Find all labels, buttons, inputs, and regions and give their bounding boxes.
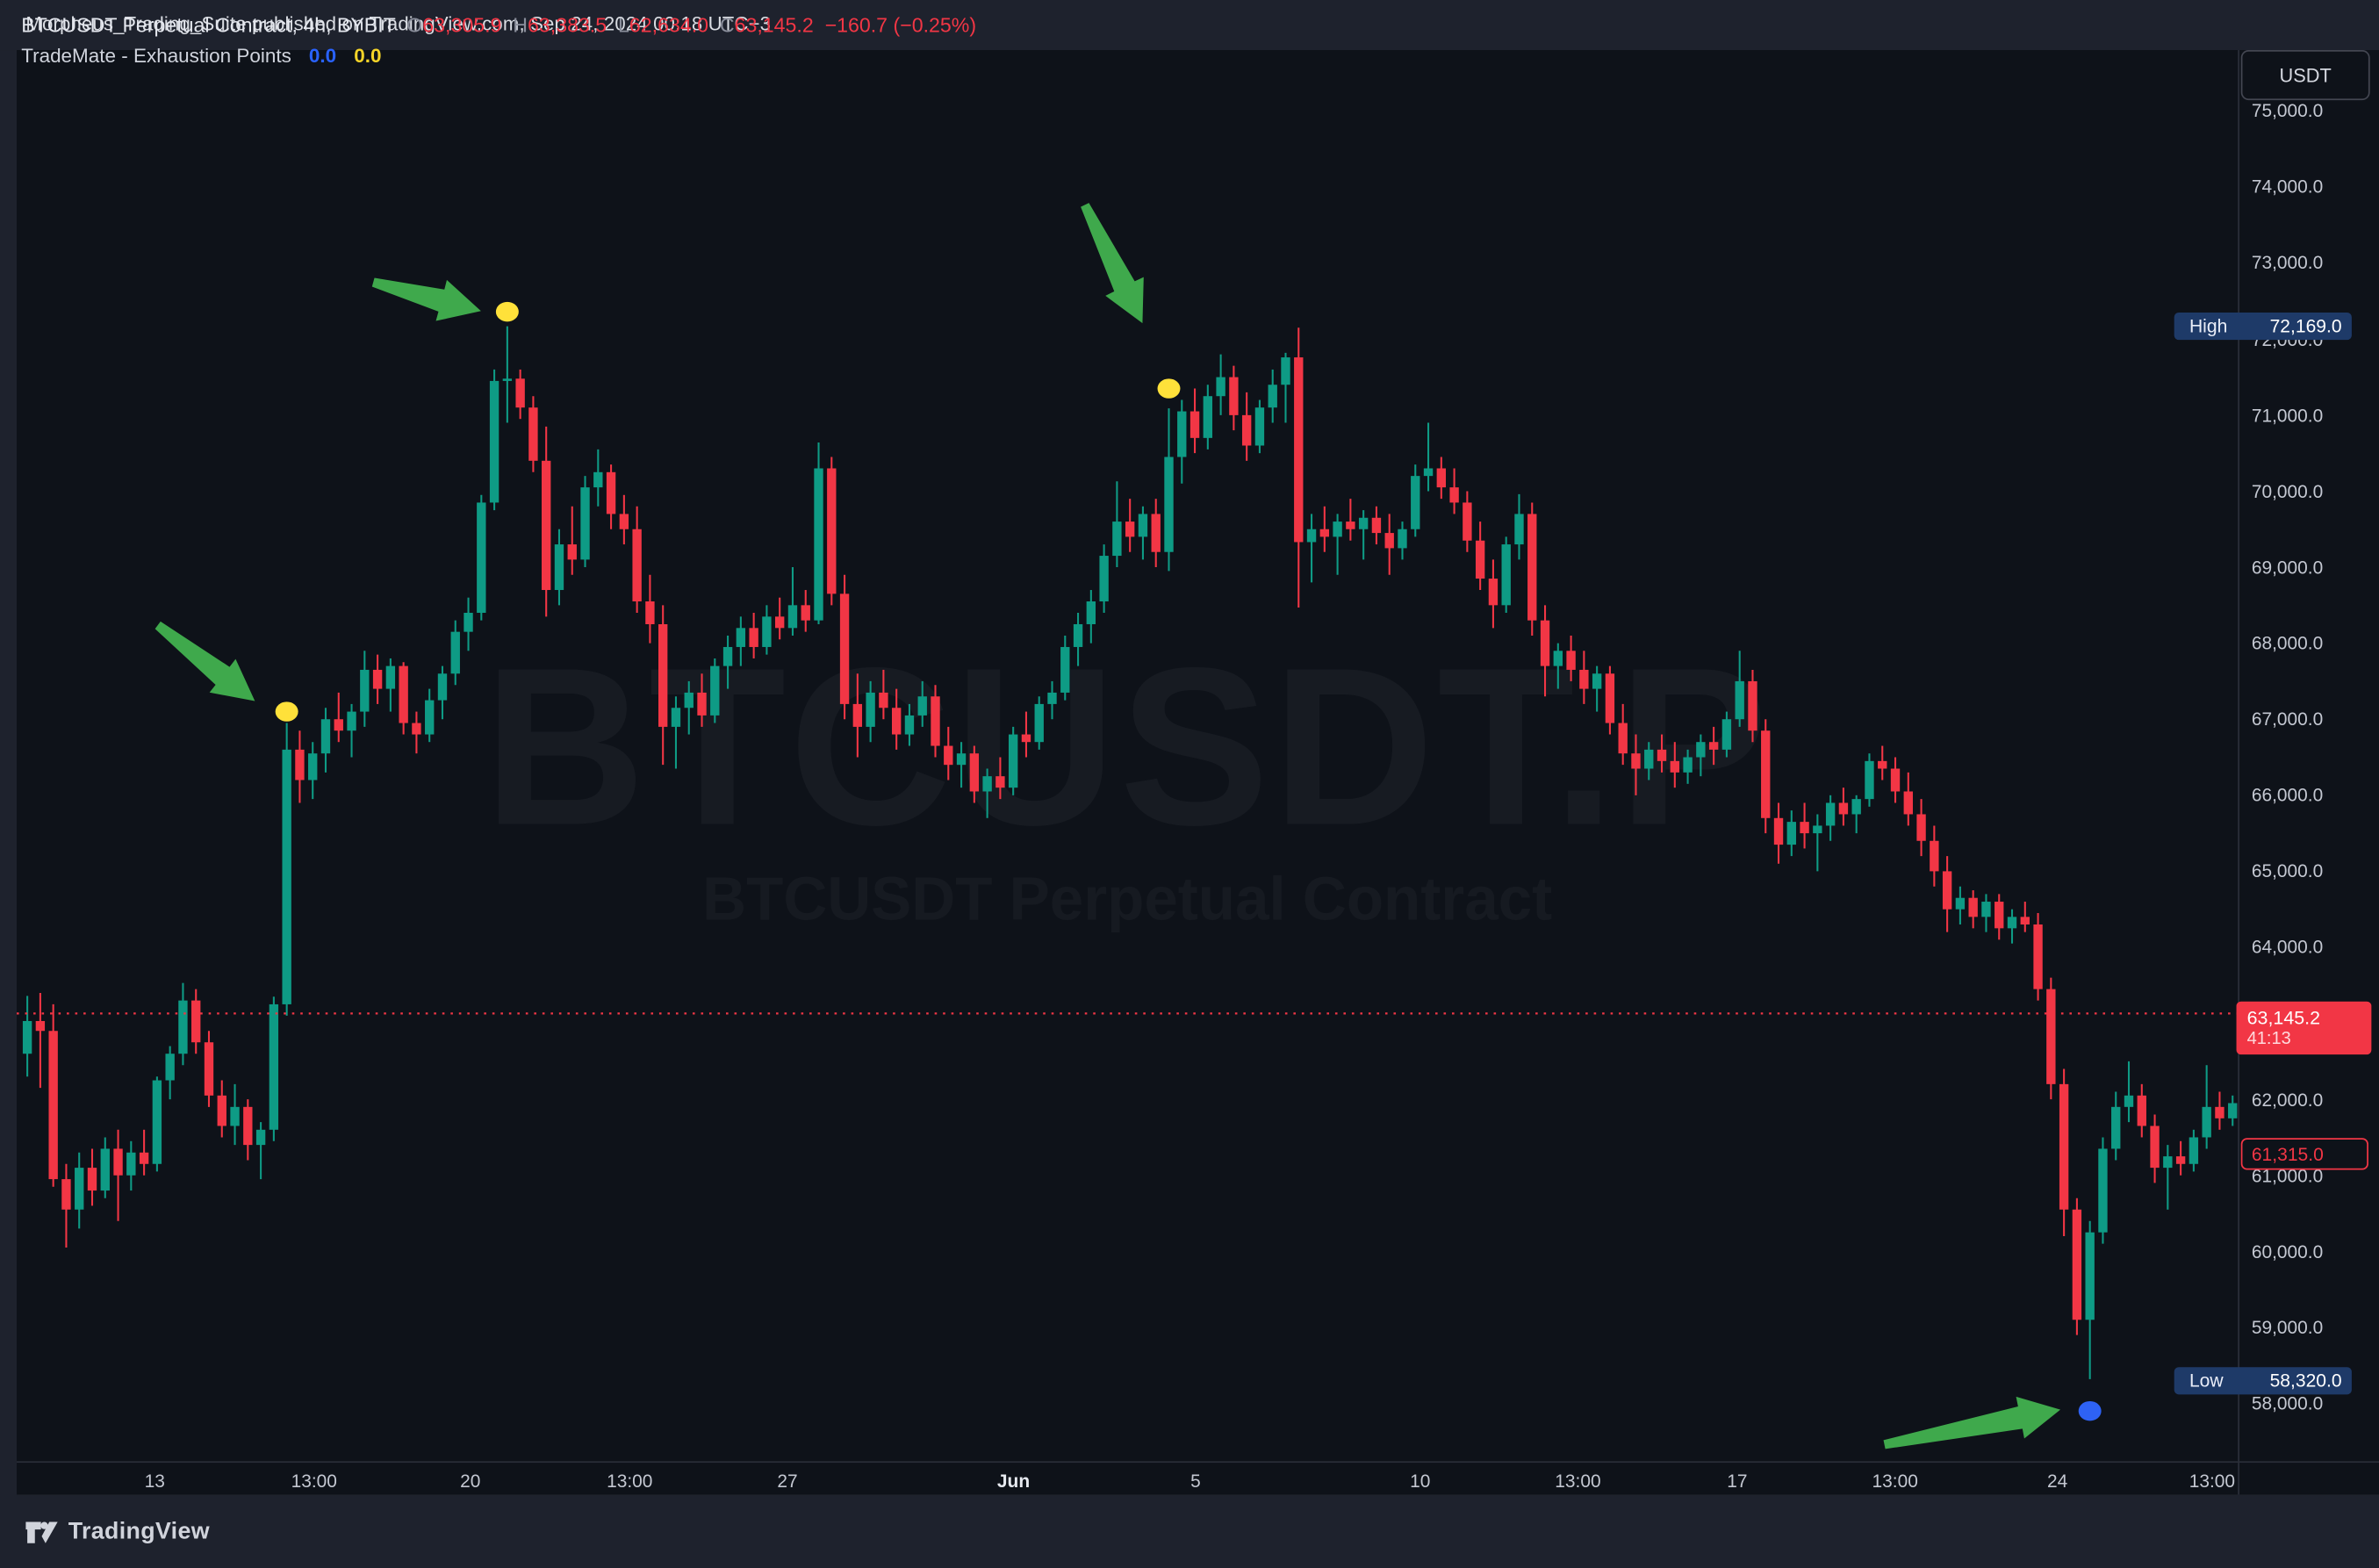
time-tick-label: 13:00 (1555, 1470, 1601, 1492)
symbol-title: BTCUSDT Perpetual Contract, 4h, BYBIT (21, 13, 396, 37)
high-badge-value: 72,169.0 (2269, 316, 2342, 338)
attribution-text: Morpheus_Trading_Suite published on Trad… (25, 11, 772, 35)
time-tick-label: 27 (777, 1470, 798, 1492)
price-tick-label: 75,000.0 (2251, 100, 2324, 122)
low-badge-label: Low (2189, 1369, 2224, 1392)
current-price-value: 63,145.2 (2246, 1007, 2321, 1029)
symbol-watermark: BTCUSDT.P BTCUSDT Perpetual Contract (17, 50, 2238, 1461)
time-tick-label: 20 (460, 1470, 481, 1492)
indicator-value-1: 0.0 (308, 44, 337, 68)
tradingview-logo[interactable]: TradingView (25, 1519, 210, 1546)
price-tick-label: 59,000.0 (2251, 1316, 2324, 1339)
indicator-name: TradeMate - Exhaustion Points (21, 44, 291, 68)
price-tick-label: 62,000.0 (2251, 1089, 2324, 1111)
high-price-badge: High 72,169.0 (2174, 313, 2352, 341)
time-tick-label: 5 (1190, 1470, 1201, 1492)
time-tick-label: 13:00 (291, 1470, 337, 1492)
price-axis-border (2238, 50, 2240, 1495)
price-tick-label: 74,000.0 (2251, 176, 2324, 198)
ohlc-close-value: 63,145.2 (734, 13, 814, 37)
ohlc-open-value: 63,305.9 (422, 13, 502, 37)
currency-unit-button[interactable]: USDT (2240, 50, 2370, 101)
time-tick-label: 17 (1727, 1470, 1748, 1492)
tradingview-logo-text: TradingView (68, 1519, 210, 1545)
time-tick-label: 13:00 (2189, 1470, 2236, 1492)
outlined-price-value: 61,315.0 (2251, 1143, 2324, 1165)
price-tick-label: 68,000.0 (2251, 632, 2324, 654)
time-tick-label: 13:00 (1872, 1470, 1918, 1492)
time-tick-label: 24 (2046, 1470, 2068, 1492)
high-badge-label: High (2189, 316, 2228, 338)
price-tick-label: 60,000.0 (2251, 1241, 2324, 1262)
time-tick-label: 10 (1410, 1470, 1431, 1492)
ohlc-low-value: 62,634.0 (629, 13, 708, 37)
ohlc-high-value: 63,383.5 (528, 13, 607, 37)
low-price-badge: Low 58,320.0 (2174, 1366, 2352, 1394)
low-badge-value: 58,320.0 (2269, 1369, 2342, 1392)
price-tick-label: 70,000.0 (2251, 480, 2324, 502)
tradingview-logo-icon (25, 1521, 58, 1543)
ohlc-open-label: O (406, 13, 423, 37)
watermark-description: BTCUSDT Perpetual Contract (17, 867, 2238, 935)
ohlc-low-label: L (618, 13, 629, 37)
attribution-bar: Morpheus_Trading_Suite published on Trad… (0, 0, 2379, 51)
symbol-legend[interactable]: BTCUSDT Perpetual Contract, 4h, BYBIT O6… (21, 14, 976, 37)
time-tick-label: 13 (144, 1470, 165, 1492)
time-axis-border (17, 1461, 2379, 1464)
ohlc-change: −160.7 (−0.25%) (824, 13, 977, 37)
ohlc-high-label: H (513, 13, 528, 37)
chart-panel[interactable]: BTCUSDT.P BTCUSDT Perpetual Contract (17, 50, 2379, 1495)
bar-countdown: 41:13 (2246, 1028, 2291, 1049)
outlined-price-label: 61,315.0 (2240, 1138, 2368, 1170)
ohlc-close-label: C (719, 13, 735, 37)
price-tick-label: 71,000.0 (2251, 404, 2324, 426)
price-tick-label: 65,000.0 (2251, 860, 2324, 882)
price-tick-label: 69,000.0 (2251, 556, 2324, 579)
indicator-value-2: 0.0 (354, 44, 382, 68)
indicator-legend[interactable]: TradeMate - Exhaustion Points 0.0 0.0 (21, 44, 381, 67)
time-tick-label: Jun (996, 1470, 1031, 1492)
watermark-ticker: BTCUSDT.P (17, 619, 2238, 877)
current-price-badge: 63,145.2 41:13 (2236, 1001, 2372, 1055)
price-tick-label: 73,000.0 (2251, 252, 2324, 274)
price-tick-label: 67,000.0 (2251, 708, 2324, 730)
price-tick-label: 64,000.0 (2251, 936, 2324, 959)
price-tick-label: 66,000.0 (2251, 784, 2324, 806)
price-tick-label: 58,000.0 (2251, 1392, 2324, 1414)
time-tick-label: 13:00 (607, 1470, 653, 1492)
